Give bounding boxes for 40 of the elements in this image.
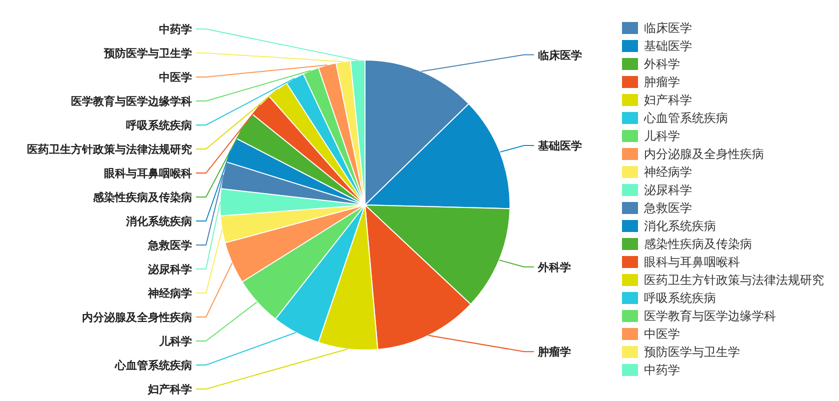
legend-label: 泌尿科学	[644, 183, 692, 197]
legend-label: 中药学	[644, 363, 680, 377]
slice-label: 妇产科学	[147, 383, 192, 396]
legend-label: 肿瘤学	[644, 75, 680, 89]
slice-label: 医药卫生方针政策与法律法规研究	[27, 143, 192, 156]
slice-label: 儿科学	[158, 335, 192, 348]
slice-label: 急救医学	[147, 239, 192, 252]
slice-label: 呼吸系统疾病	[126, 119, 192, 132]
legend-label: 中医学	[644, 327, 680, 341]
legend-label: 基础医学	[644, 39, 692, 53]
legend-label: 儿科学	[644, 129, 680, 143]
slice-label: 泌尿科学	[147, 263, 192, 276]
legend-label: 医药卫生方针政策与法律法规研究	[644, 273, 824, 287]
slice-label: 神经病学	[147, 287, 192, 300]
legend-label: 医学教育与医学边缘学科	[644, 309, 776, 323]
slice-label: 内分泌腺及全身性疾病	[82, 311, 192, 324]
slice-label: 消化系统疾病	[125, 215, 192, 228]
legend-label: 神经病学	[644, 165, 692, 179]
slice-label: 基础医学	[537, 139, 582, 152]
slice-label: 肿瘤学	[537, 346, 571, 359]
slice-label: 中医学	[159, 71, 192, 84]
slice-label: 眼科与耳鼻咽喉科	[104, 167, 192, 180]
legend-label: 内分泌腺及全身性疾病	[644, 147, 764, 161]
slice-label: 外科学	[537, 260, 571, 274]
slice-label: 中药学	[159, 23, 192, 36]
slice-label: 临床医学	[538, 48, 582, 62]
slice-label: 感染性疾病及传染病	[92, 191, 192, 204]
legend-label: 外科学	[644, 57, 680, 71]
legend-label: 临床医学	[644, 21, 692, 35]
legend-label: 心血管系统疾病	[643, 111, 728, 125]
slice-label: 医学教育与医学边缘学科	[71, 95, 192, 108]
legend-label: 妇产科学	[644, 93, 692, 107]
legend-label: 消化系统疾病	[644, 219, 716, 233]
legend-label: 感染性疾病及传染病	[644, 237, 752, 251]
slice-label: 预防医学与卫生学	[103, 47, 192, 60]
legend-label: 预防医学与卫生学	[644, 345, 740, 359]
legend-label: 呼吸系统疾病	[644, 291, 716, 305]
legend-label: 眼科与耳鼻咽喉科	[644, 255, 740, 269]
legend-label: 急救医学	[643, 201, 692, 215]
slice-label: 心血管系统疾病	[114, 359, 192, 372]
